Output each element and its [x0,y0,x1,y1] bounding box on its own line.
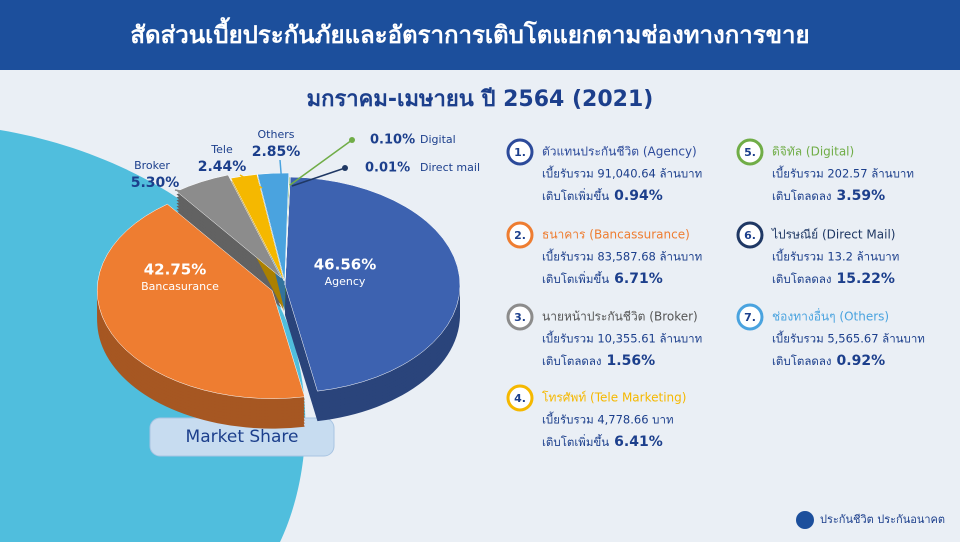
item-growth: เติบโตเพิ่มขึ้น 0.94% [542,188,663,205]
item-growth: เติบโตลดลง 1.56% [542,353,655,369]
value-label: 5.30% [131,175,180,191]
growth-value: 0.92% [837,353,886,369]
value-label: 2.44% [198,159,247,175]
growth-label: เติบโตเพิ่มขึ้น [542,271,609,286]
item-growth: เติบโตเพิ่มขึ้น 6.41% [542,434,663,451]
item-growth: เติบโตลดลง 0.92% [772,353,885,369]
item-title: ไปรษณีย์ (Direct Mail) [771,228,895,242]
growth-value: 3.59% [837,188,886,204]
growth-label: เติบโตเพิ่มขึ้น [542,188,609,203]
title: สัดส่วนเบี้ยประกันภัยและอัตราการเติบโตแย… [130,16,809,49]
number-badge [506,303,534,331]
growth-label: เติบโตลดลง [772,272,832,286]
number-badge [506,384,534,412]
item-growth: เติบโตลดลง 3.59% [772,188,885,204]
growth-label: เติบโตลดลง [542,354,602,368]
growth-value: 1.56% [607,353,656,369]
number-badge [736,221,764,249]
category-label: Tele [210,143,233,156]
category-label: Agency [325,275,366,288]
value-label: 0.10% [370,133,415,148]
category-label: Others [258,128,295,141]
item-premium: เบี้ยรับรวม 4,778.66 บาท [542,412,674,427]
item-title: ตัวแทนประกันชีวิต (Agency) [542,145,697,159]
number-badge [506,221,534,249]
item-premium: เบี้ยรับรวม 202.57 ล้านบาท [772,166,914,181]
item-premium: เบี้ยรับรวม 10,355.61 ล้านบาท [542,331,702,346]
leader-line [291,167,346,187]
value-label: 0.01% [365,161,410,176]
item-number: 1. [514,146,526,159]
header-band [0,0,960,70]
category-label: Broker [134,159,170,172]
logo [796,511,814,529]
pie-slice [176,174,282,279]
growth-value: 15.22% [837,271,895,287]
leader-line [289,139,353,186]
item-title: ธนาคาร (Bancassurance) [542,228,690,242]
category-label: Digital [420,133,456,146]
item-number: 6. [744,229,756,242]
item-title: ดิจิทัล (Digital) [772,145,854,159]
value-label: 42.75% [144,261,206,279]
growth-value: 6.71% [614,271,663,287]
pie-slice [284,176,291,286]
leader-dot [342,165,348,171]
item-number: 3. [514,311,526,324]
leader-line [279,159,283,186]
growth-value: 0.94% [614,188,663,204]
pie-slice [284,176,461,392]
item-premium: เบี้ยรับรวม 83,587.68 ล้านบาท [542,249,702,264]
item-growth: เติบโตลดลง 15.22% [772,271,895,287]
item-number: 4. [514,392,526,405]
category-label: Bancasurance [141,280,219,293]
item-number: 2. [514,229,526,242]
growth-label: เติบโตลดลง [772,354,832,368]
pie-slice [96,203,305,399]
item-growth: เติบโตเพิ่มขึ้น 6.71% [542,271,663,288]
pie-slice [230,174,285,282]
item-premium: เบี้ยรับรวม 5,565.67 ล้านบาท [772,331,925,346]
item-number: 7. [744,311,756,324]
number-badge [736,303,764,331]
leader-dot [349,137,355,143]
growth-value: 6.41% [614,434,663,450]
pie-slice [257,172,290,282]
growth-label: เติบโตเพิ่มขึ้น [542,434,609,449]
number-badge [736,138,764,166]
leader-line [239,174,263,189]
item-premium: เบี้ยรับรวม 91,040.64 ล้านบาท [542,166,702,181]
value-label: 2.85% [252,144,301,160]
value-label: 46.56% [314,256,376,274]
item-title: ช่องทางอื่นๆ (Others) [772,308,889,324]
growth-label: เติบโตลดลง [772,189,832,203]
item-number: 5. [744,146,756,159]
category-label: Direct mail [420,161,480,174]
slogan: ประกันชีวิต ประกันอนาคต [820,513,945,526]
item-premium: เบี้ยรับรวม 13.2 ล้านบาท [772,249,899,264]
subtitle: มกราคม-เมษายน ปี 2564 (2021) [307,87,654,112]
leader-line [174,189,226,201]
item-title: โทรศัพท์ (Tele Marketing) [542,391,686,405]
number-badge [506,138,534,166]
button-label: Market Share [186,427,299,447]
item-title: นายหน้าประกันชีวิต (Broker) [542,310,698,324]
